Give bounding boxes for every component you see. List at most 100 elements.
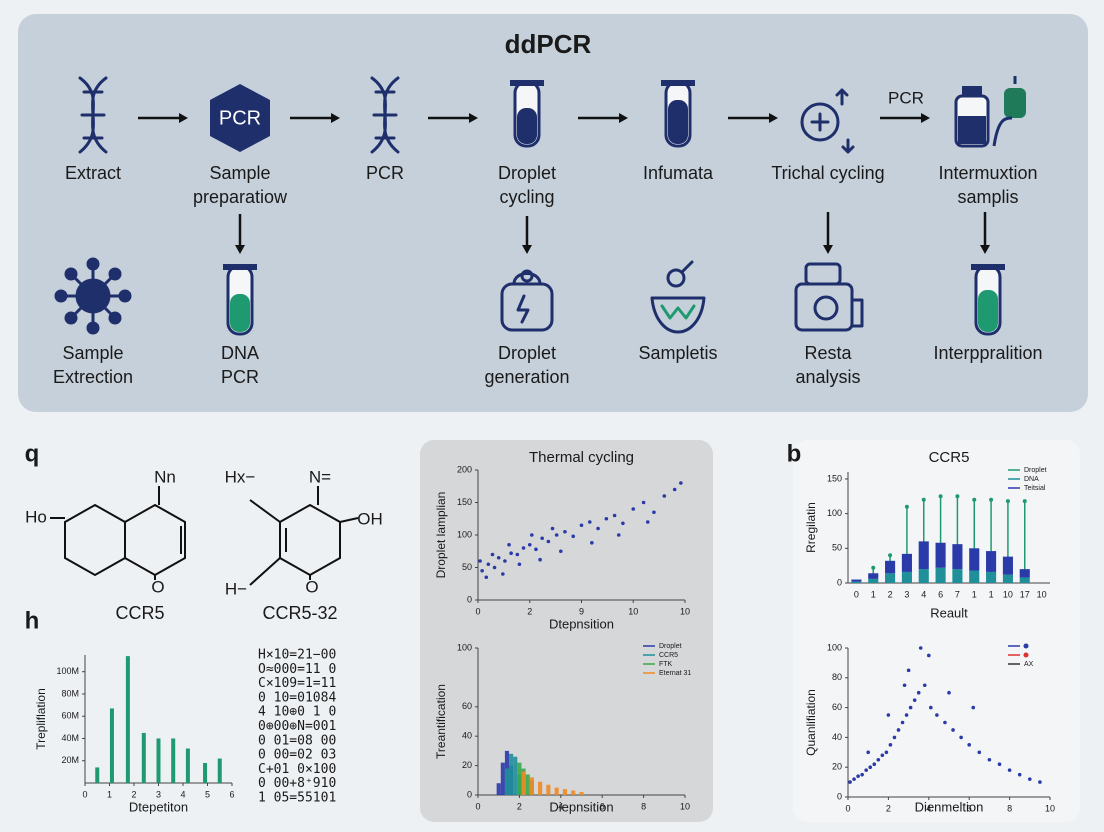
- legend-label: DNA: [1024, 476, 1039, 483]
- x-tick-label: 0: [854, 589, 859, 599]
- point: [612, 513, 617, 518]
- pcr-icon: [210, 84, 270, 152]
- x-tick-label: 5: [205, 789, 210, 799]
- bar: [95, 767, 100, 783]
- stem-dot: [989, 497, 994, 502]
- step-label: cycling: [499, 187, 554, 207]
- x-tick-label: 1: [871, 589, 876, 599]
- bar: [969, 548, 980, 571]
- y-tick-label: 100M: [56, 666, 79, 676]
- step-label: DNA: [221, 343, 259, 363]
- code-line: 0 10=01084: [258, 690, 336, 705]
- x-tick-label: 9: [579, 606, 584, 616]
- bar: [529, 777, 534, 795]
- point: [860, 772, 864, 777]
- x-tick-label: 0: [475, 801, 480, 811]
- point: [886, 713, 891, 717]
- x-tick-label: 6: [600, 801, 605, 811]
- step-label: Droplet: [498, 343, 556, 363]
- code-line: H×10=21−00: [258, 648, 336, 663]
- bar: [217, 758, 222, 783]
- y-tick-label: 80: [832, 672, 842, 682]
- step-label: Sample: [62, 343, 123, 363]
- y-tick-label: 150: [827, 473, 842, 483]
- point: [527, 542, 532, 547]
- point: [1017, 772, 1022, 777]
- bar: [521, 771, 526, 795]
- x-tick-label: 8: [1007, 803, 1012, 813]
- point: [916, 690, 921, 695]
- step-label: generation: [484, 367, 569, 387]
- step-label: Sampletis: [638, 343, 717, 363]
- point: [947, 690, 951, 695]
- point: [880, 753, 885, 758]
- legend-label: Droplet: [1024, 467, 1047, 474]
- x-tick-label: 10: [1037, 589, 1047, 599]
- code-line: 1 05=55101: [258, 791, 336, 806]
- x-tick-label: 10: [1003, 589, 1013, 599]
- x-tick-label: 0: [845, 803, 850, 813]
- bar: [1019, 569, 1030, 578]
- point: [550, 526, 555, 531]
- x-tick-label: 2: [527, 606, 532, 616]
- title: ddPCR: [505, 29, 592, 59]
- point: [943, 720, 947, 725]
- point: [616, 533, 621, 537]
- panel-label: q: [25, 440, 40, 467]
- stem-dot: [888, 553, 893, 558]
- bar: [496, 783, 501, 795]
- point: [641, 500, 646, 505]
- y-tick-label: 40M: [61, 733, 79, 743]
- tube-icon: [661, 80, 695, 148]
- bar: [579, 792, 584, 795]
- point: [951, 728, 955, 732]
- point: [902, 683, 907, 688]
- stem-dot: [921, 497, 926, 502]
- y-axis-label: Rregilatin: [804, 502, 818, 553]
- point: [904, 713, 909, 717]
- stem-dot: [1005, 499, 1010, 504]
- step-label: Droplet: [498, 163, 556, 183]
- point: [856, 774, 860, 778]
- y-tick-label: 100: [457, 642, 472, 652]
- code-line: 0⊕00⊕N=001: [258, 719, 336, 734]
- x-tick-label: 10: [1045, 803, 1055, 813]
- code-line: O≈000=11 0: [258, 662, 336, 677]
- point: [866, 750, 870, 755]
- dna-icon: [370, 76, 400, 154]
- icon-text: PCR: [219, 107, 261, 129]
- y-tick-label: 80M: [61, 688, 79, 698]
- x-tick-label: 3: [156, 789, 161, 799]
- x-tick-label: 4: [558, 801, 563, 811]
- point: [900, 720, 905, 725]
- y-tick-label: 0: [837, 577, 842, 587]
- x-tick-label: 2: [886, 803, 891, 813]
- x-tick-label: 1: [989, 589, 994, 599]
- bar: [554, 787, 559, 795]
- step-label: PCR: [366, 163, 404, 183]
- x-tick-label: 6: [967, 803, 972, 813]
- code-line: 0 01=08 00: [258, 733, 336, 748]
- bar: [851, 579, 862, 582]
- point: [884, 750, 889, 755]
- y-tick-label: 50: [832, 543, 842, 553]
- y-tick-label: 60: [462, 701, 472, 711]
- legend-marker: [1023, 652, 1029, 658]
- y-tick-label: 40: [462, 731, 472, 741]
- point: [872, 762, 877, 767]
- x-tick-label: 10: [680, 801, 690, 811]
- bar: [918, 541, 929, 570]
- code-line: C+01 0×100: [258, 762, 336, 777]
- point: [538, 557, 542, 562]
- point: [478, 559, 482, 563]
- point: [554, 533, 559, 537]
- point: [596, 526, 600, 531]
- point: [507, 542, 511, 547]
- bar: [517, 762, 522, 795]
- x-tick-label: 0: [82, 789, 87, 799]
- chart-panel: [420, 440, 713, 822]
- point: [967, 743, 971, 747]
- chart-title: CCR5: [929, 449, 970, 466]
- bar: [952, 544, 963, 570]
